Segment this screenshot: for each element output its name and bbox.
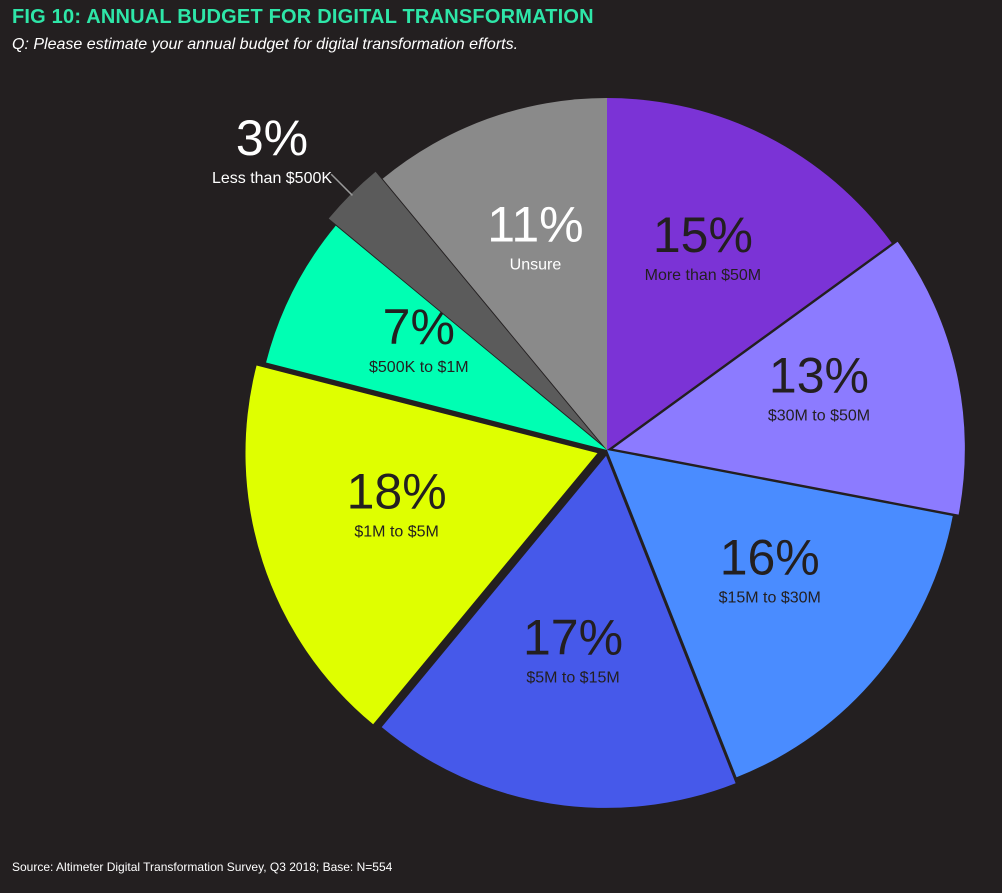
slice-percent-unsure: 11%: [487, 196, 583, 252]
slice-percent-5m-to-15m: 17%: [523, 610, 623, 666]
pie-slice-500k-to-1m: [266, 225, 607, 450]
pie-slice-more-than-50m: [607, 98, 892, 450]
slice-label-1m-to-5m: $1M to $5M: [354, 523, 438, 540]
slice-label-unsure: Unsure: [510, 256, 562, 273]
slice-label-500k-to-1m: $500K to $1M: [369, 359, 469, 376]
slice-percent-30m-to-50m: 13%: [769, 348, 869, 404]
slice-label-5m-to-15m: $5M to $15M: [526, 670, 619, 687]
pie-slice-15m-to-30m: [607, 450, 953, 778]
pie-slice-less-than-500k: [328, 171, 600, 443]
figure-subtitle: Q: Please estimate your annual budget fo…: [12, 36, 519, 53]
pie-slice-30m-to-50m: [612, 241, 965, 515]
slice-percent-1m-to-5m: 18%: [347, 463, 447, 519]
figure-title: FIG 10: ANNUAL BUDGET FOR DIGITAL TRANSF…: [12, 6, 594, 28]
pie-slice-unsure: [382, 98, 607, 450]
callout-line-less-than-500k: [330, 173, 353, 196]
slice-label-more-than-50m: More than $50M: [645, 267, 762, 284]
slice-label-15m-to-30m: $15M to $30M: [719, 590, 821, 607]
slice-label-less-than-500k: Less than $500K: [212, 170, 332, 187]
slice-label-30m-to-50m: $30M to $50M: [768, 408, 870, 425]
pie-slice-5m-to-15m: [381, 455, 736, 808]
pie-slice-1m-to-5m: [245, 365, 598, 725]
slice-percent-15m-to-30m: 16%: [720, 530, 820, 586]
slice-percent-less-than-500k: 3%: [236, 110, 308, 166]
source-note: Source: Altimeter Digital Transformation…: [12, 860, 393, 874]
slice-percent-more-than-50m: 15%: [653, 207, 753, 263]
